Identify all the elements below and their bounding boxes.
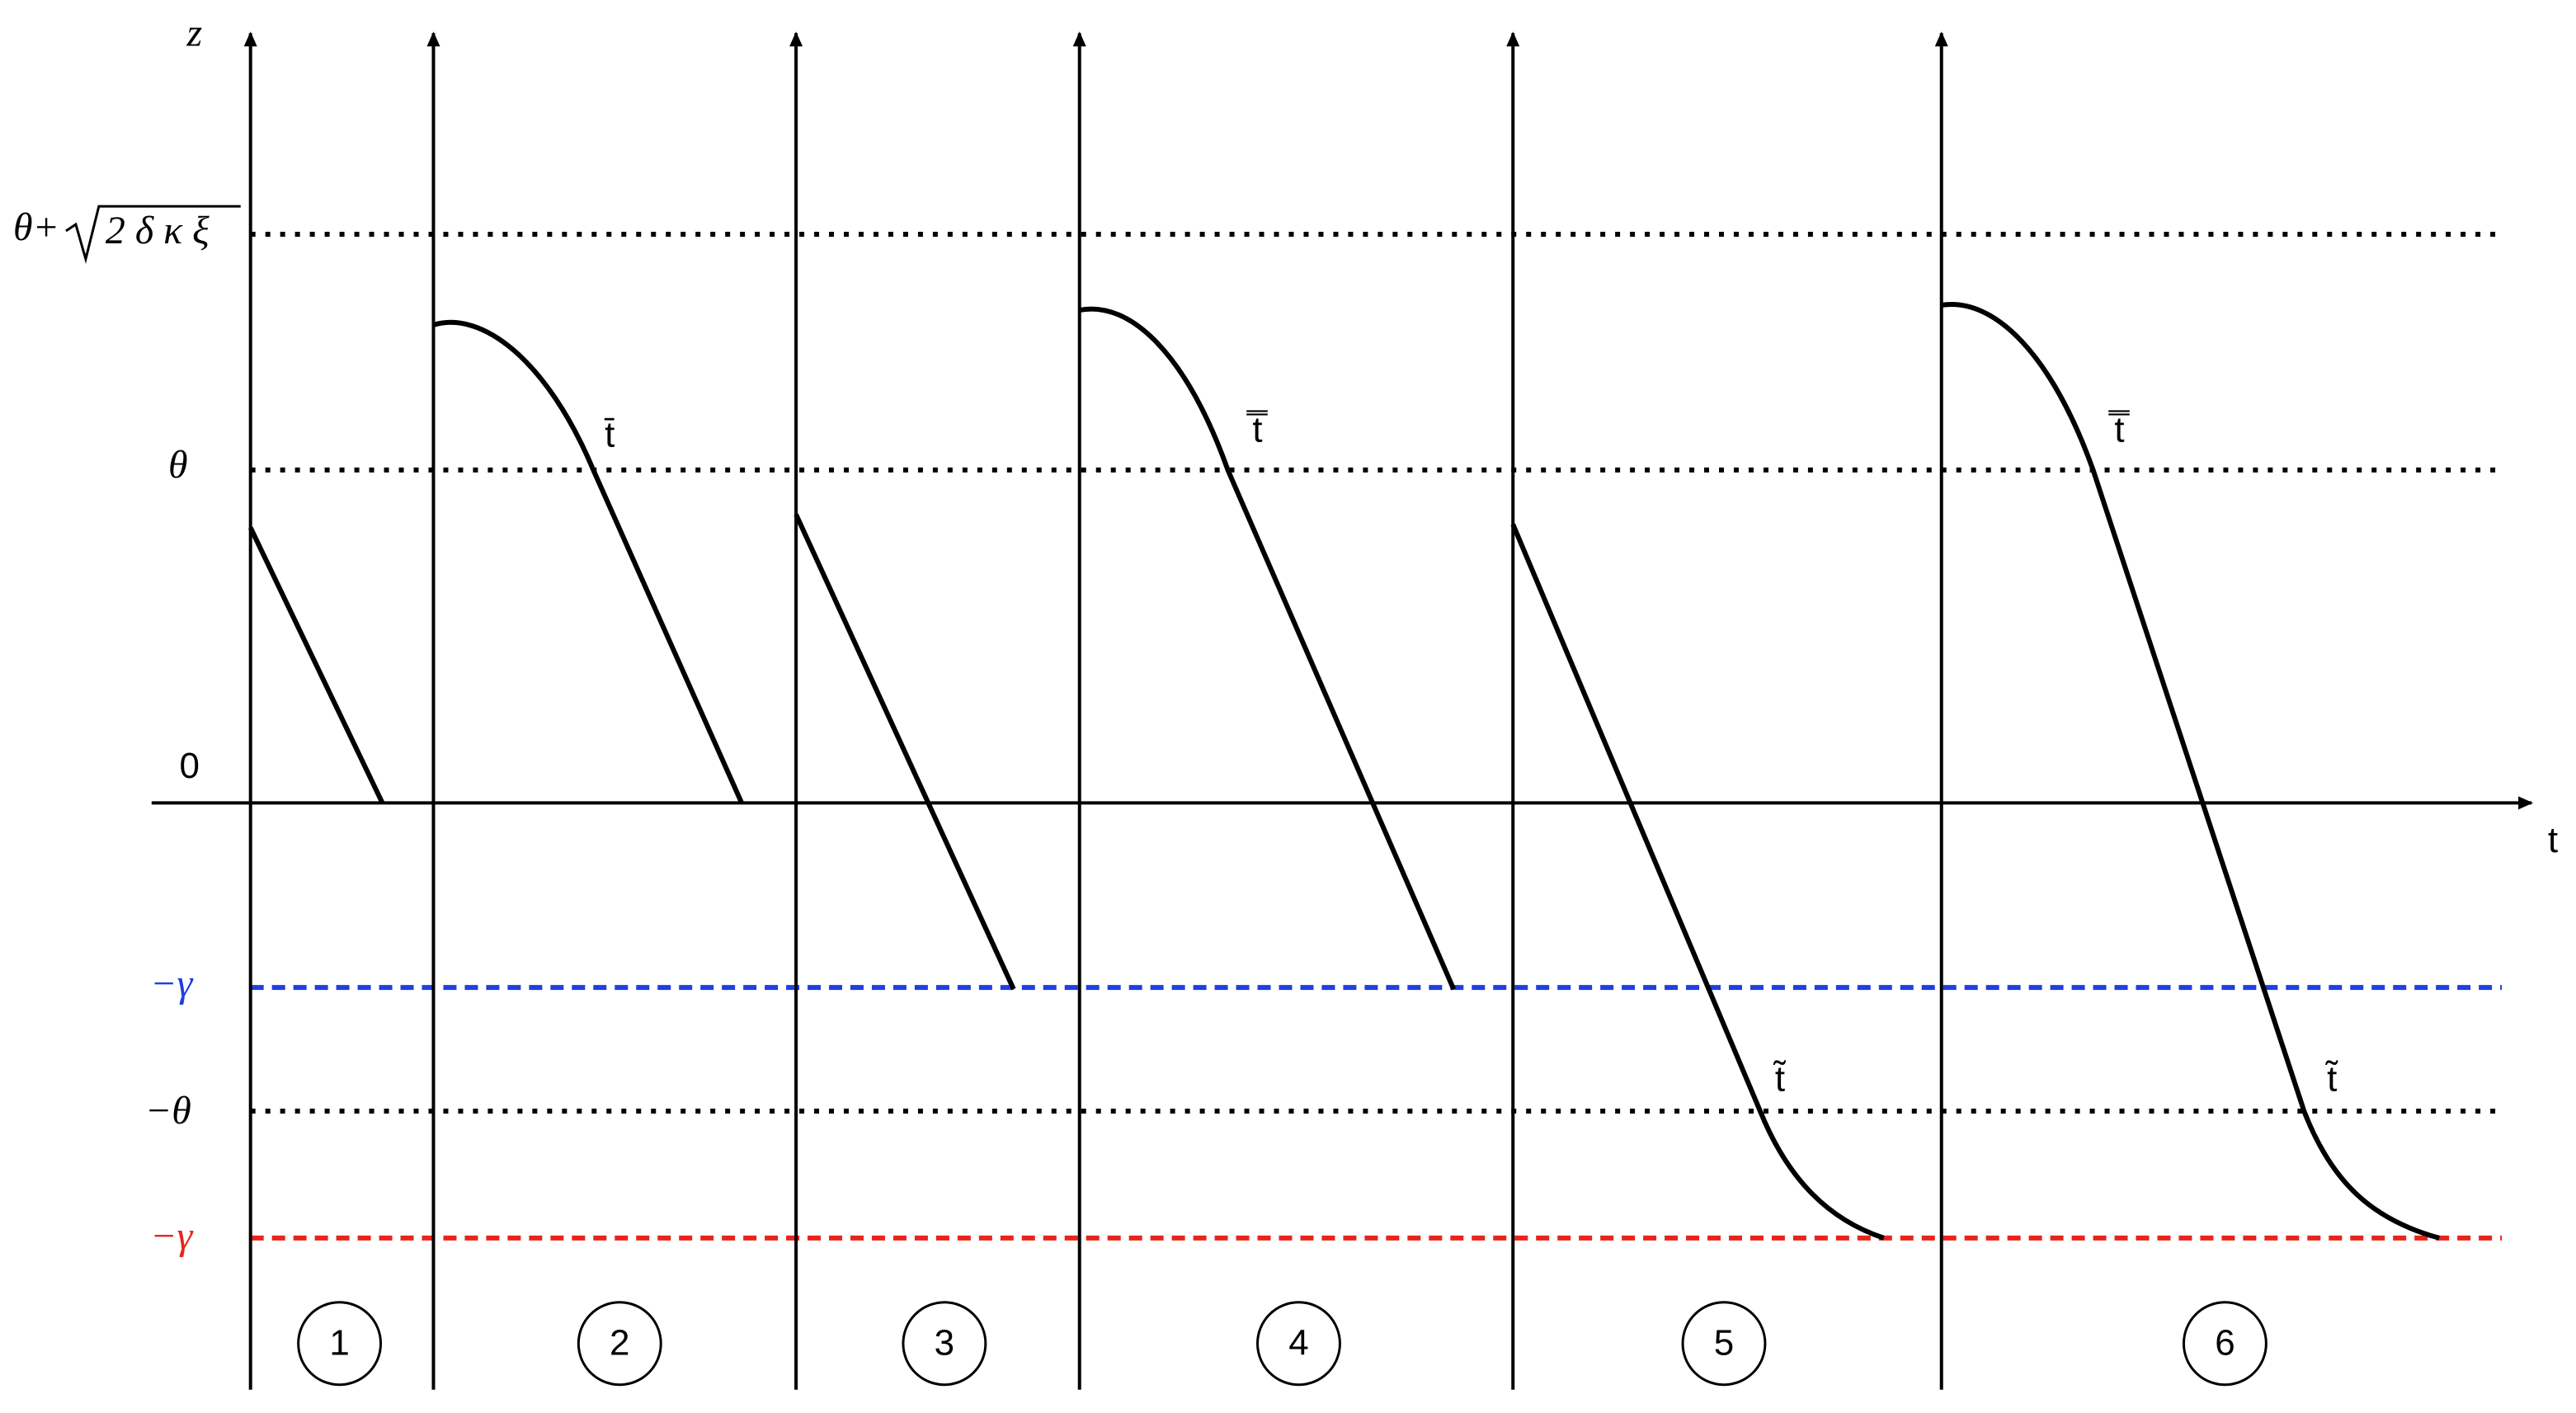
- region-number: 2: [610, 1322, 629, 1363]
- annotation: t̃: [1773, 1059, 1786, 1100]
- t-label: t: [2548, 820, 2558, 860]
- annotation: t̿: [1246, 409, 1268, 450]
- trajectory: [1079, 306, 1457, 991]
- annotation: t̿: [2108, 409, 2130, 450]
- level-label: −θ: [145, 1089, 191, 1133]
- trajectory: [432, 319, 744, 804]
- region-number: 3: [935, 1322, 954, 1363]
- trajectory: [248, 526, 385, 804]
- level-label: 0: [180, 746, 200, 786]
- level-radicand: 2 δ κ ξ: [106, 209, 210, 252]
- level-label: −γ: [150, 1214, 193, 1258]
- region-circle: [297, 1301, 383, 1387]
- region-markers: 1 2 3 4 5 6: [297, 1301, 2268, 1387]
- region-number: 4: [1288, 1322, 1308, 1363]
- curves: [248, 302, 2440, 1241]
- annotation: t̄: [605, 414, 615, 455]
- region-circle: [1681, 1301, 1767, 1387]
- radical-sign: [65, 205, 241, 264]
- region-circle: [1256, 1301, 1341, 1387]
- region-number: 5: [1714, 1322, 1734, 1363]
- level-label: θ: [168, 443, 188, 487]
- region-circle: [577, 1301, 662, 1387]
- level-lines: [250, 232, 2503, 1241]
- z-label: z: [186, 11, 202, 54]
- vertical-axes: [243, 31, 1948, 1390]
- level-prefix: θ+: [13, 205, 59, 249]
- trajectory: [1510, 523, 1885, 1241]
- level-label: −γ: [150, 962, 193, 1006]
- region-number: 1: [329, 1322, 349, 1363]
- trajectory: [1941, 302, 2440, 1241]
- region-circle: [2182, 1301, 2268, 1387]
- annotation: t̃: [2325, 1059, 2338, 1100]
- trajectory: [794, 513, 1016, 991]
- region-number: 6: [2215, 1322, 2235, 1363]
- region-circle: [902, 1301, 987, 1387]
